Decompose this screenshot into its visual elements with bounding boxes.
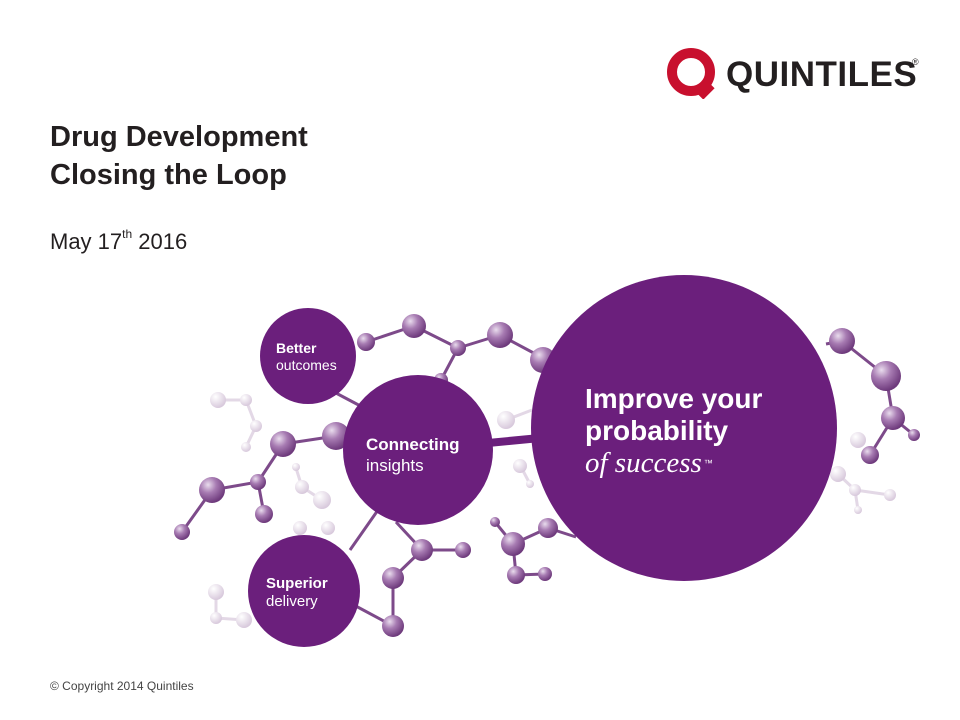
improve-italic-line: of success ™ — [585, 447, 762, 479]
connecting-label-bold: Connecting — [366, 435, 460, 454]
better-label-bold: Better — [276, 340, 317, 356]
improve-italic-text: of success — [585, 447, 702, 479]
quintiles-logo: QUINTILES ® — [666, 47, 926, 99]
superior-delivery-label: Superior delivery — [266, 575, 328, 611]
slide-title: Drug Development Closing the Loop — [50, 118, 308, 194]
title-line-1: Drug Development — [50, 121, 308, 153]
connecting-insights-label: Connecting insights — [366, 434, 460, 476]
quintiles-ring-icon — [667, 48, 715, 99]
title-line-2: Closing the Loop — [50, 159, 287, 191]
connecting-label-light: insights — [366, 456, 424, 475]
copyright-footer: © Copyright 2014 Quintiles — [50, 679, 194, 693]
better-outcomes-circle — [260, 308, 356, 404]
slide-date: May 17th 2016 — [50, 227, 188, 255]
superior-label-light: delivery — [266, 593, 318, 610]
registered-mark: ® — [912, 57, 919, 67]
logo-wordmark: QUINTILES — [726, 55, 918, 94]
better-outcomes-label: Better outcomes — [276, 340, 337, 374]
improve-line-2: probability — [585, 415, 729, 446]
superior-label-bold: Superior — [266, 575, 328, 592]
better-label-light: outcomes — [276, 357, 337, 373]
pale-molecule-network — [208, 392, 896, 628]
connecting-insights-circle — [343, 375, 493, 525]
molecule-nodes — [174, 314, 920, 637]
date-suffix: 2016 — [132, 229, 188, 254]
improve-line-1: Improve your — [585, 383, 763, 414]
date-prefix: May 17 — [50, 229, 123, 254]
trademark-mark: ™ — [703, 458, 713, 468]
main-connector — [487, 434, 541, 447]
improve-probability-circle — [531, 275, 837, 581]
feature-circles — [248, 275, 837, 647]
date-superscript: th — [122, 227, 133, 241]
improve-probability-label: Improve your probability of success ™ — [585, 383, 762, 479]
superior-delivery-circle — [248, 535, 360, 647]
